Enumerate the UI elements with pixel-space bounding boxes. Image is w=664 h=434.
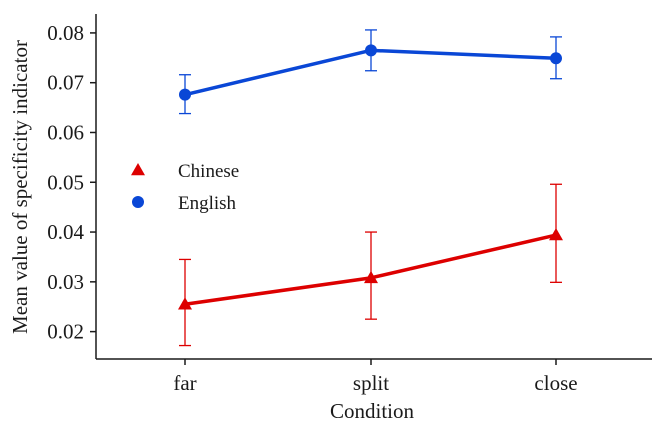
- legend-label-chinese: Chinese: [178, 161, 239, 182]
- axes: [95, 14, 652, 360]
- y-ticks: 0.02 0.03 0.04 0.05 0.06 0.07 0.08: [47, 21, 96, 344]
- data-point-english-far: [179, 88, 191, 101]
- data-point-chinese-far: [178, 297, 192, 310]
- x-ticks: far split close: [173, 359, 578, 395]
- data-point-english-close: [550, 52, 562, 65]
- series-chinese: [178, 183, 563, 347]
- legend-marker-english: [132, 196, 144, 208]
- y-tick-label: 0.05: [47, 170, 84, 194]
- legend: Chinese English: [131, 161, 239, 214]
- x-tick-label-far: far: [173, 371, 196, 395]
- y-tick-label: 0.07: [47, 71, 84, 95]
- plot-area: [178, 29, 563, 347]
- y-tick-label: 0.03: [47, 270, 84, 294]
- y-axis-title: Mean value of specificity indicator: [8, 40, 32, 334]
- legend-item-english: English: [132, 193, 237, 214]
- y-tick-label: 0.06: [47, 120, 84, 144]
- data-point-chinese-close: [549, 228, 563, 241]
- x-axis-title: Condition: [330, 399, 415, 423]
- data-point-english-split: [365, 44, 377, 57]
- y-tick-label: 0.02: [47, 320, 84, 344]
- y-tick-label: 0.04: [47, 220, 84, 244]
- legend-marker-chinese: [131, 163, 145, 176]
- legend-label-english: English: [178, 193, 237, 214]
- y-tick-label: 0.08: [47, 21, 84, 45]
- x-tick-label-split: split: [353, 371, 389, 395]
- data-point-chinese-split: [364, 270, 378, 284]
- series-english: [179, 29, 562, 115]
- x-tick-label-close: close: [534, 371, 577, 395]
- legend-item-chinese: Chinese: [131, 161, 239, 182]
